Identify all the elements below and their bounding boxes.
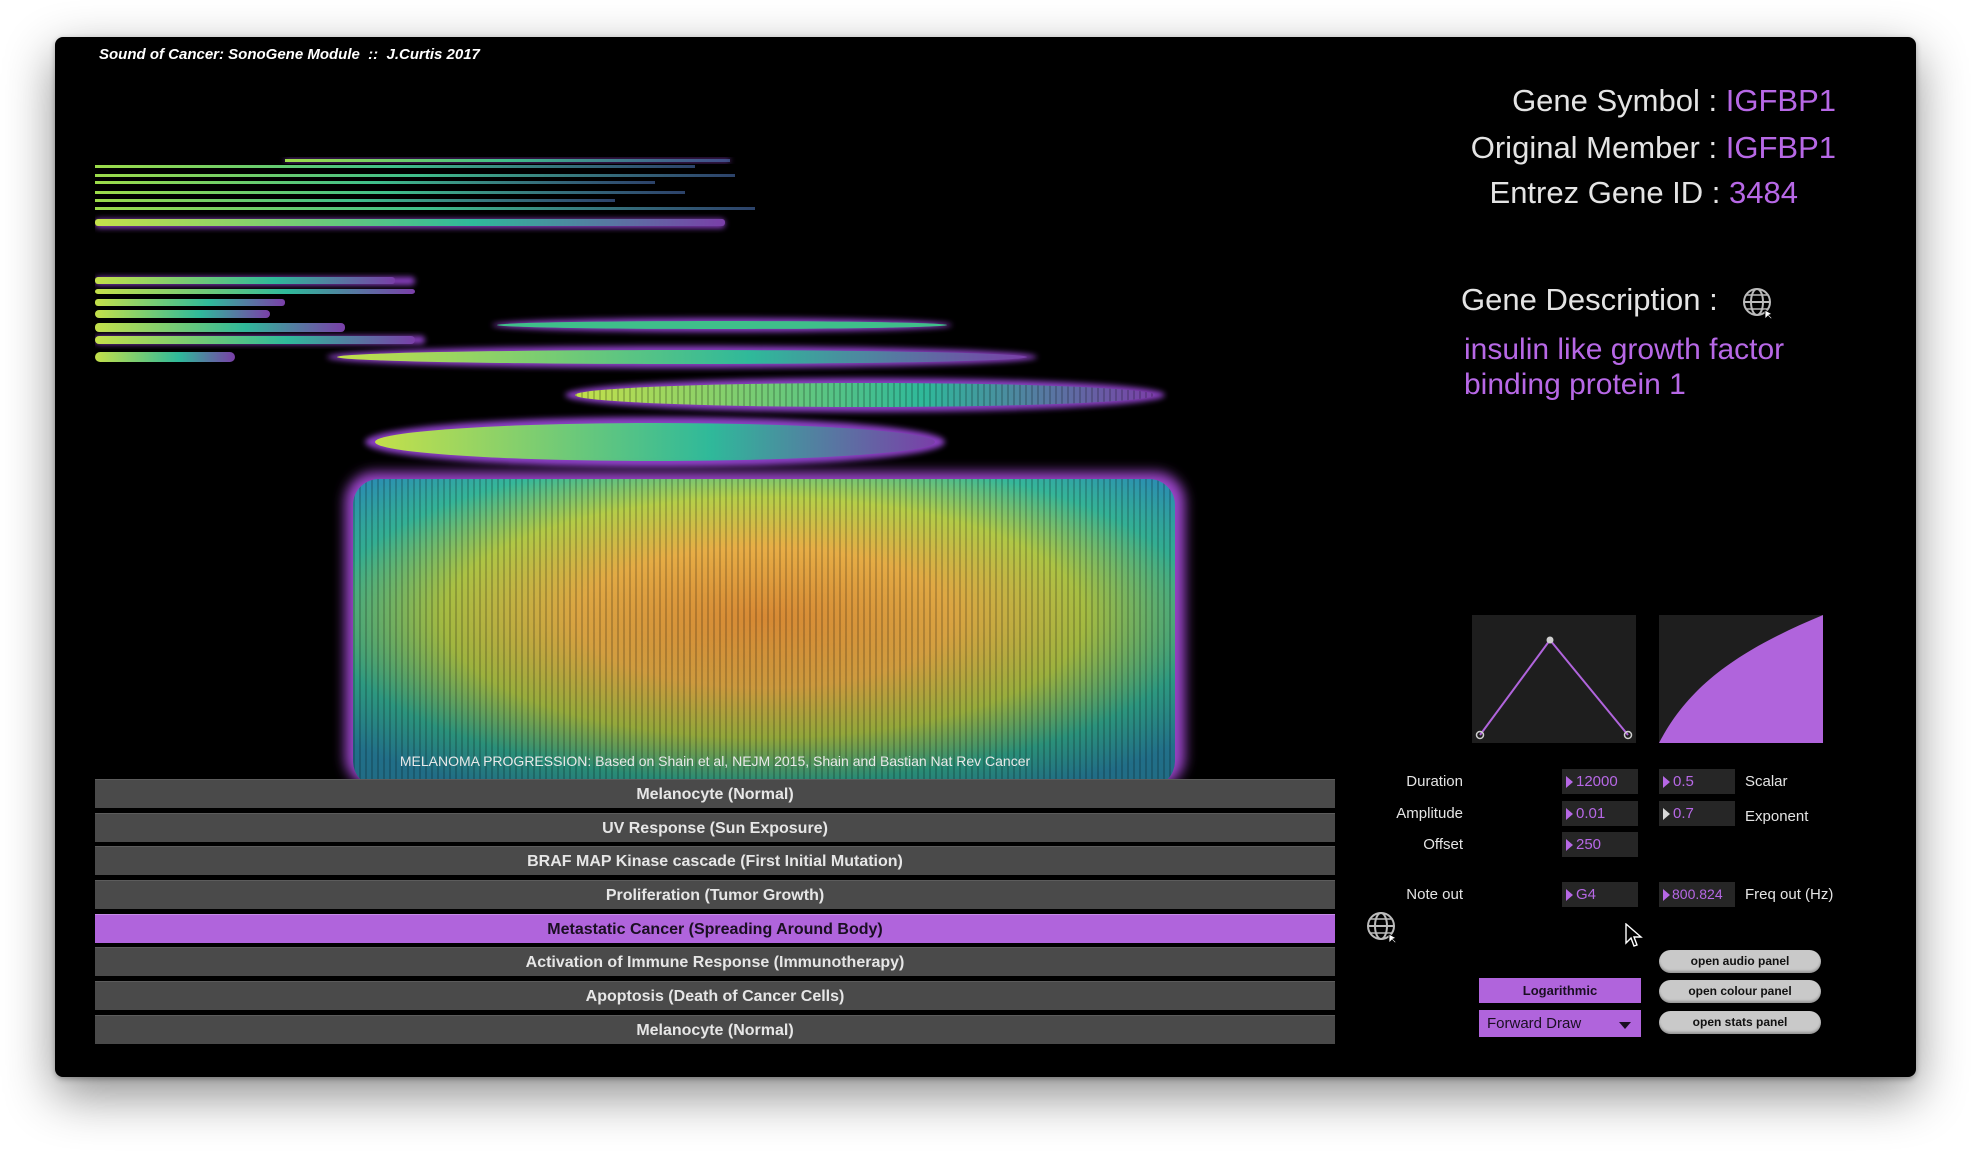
entrez-id-row: Entrez Gene ID : 3484 xyxy=(1490,175,1798,211)
exponent-curve xyxy=(1659,615,1823,743)
exponent-curve-display xyxy=(1659,615,1823,743)
amplitude-value: 0.01 xyxy=(1576,805,1606,822)
numbox-arrow-icon xyxy=(1663,776,1670,788)
app-window: Sound of Cancer: SonoGene Module :: J.Cu… xyxy=(55,37,1916,1077)
stage-item[interactable]: Melanocyte (Normal) xyxy=(95,779,1335,808)
offset-value: 250 xyxy=(1576,836,1602,853)
stage-item[interactable]: UV Response (Sun Exposure) xyxy=(95,812,1335,842)
scalar-value: 0.5 xyxy=(1673,773,1694,790)
mouse-pointer-icon xyxy=(1625,923,1643,947)
app-title: Sound of Cancer: SonoGene Module :: J.Cu… xyxy=(99,46,480,63)
duration-input[interactable]: 12000 xyxy=(1562,769,1638,794)
logarithmic-toggle[interactable]: Logarithmic xyxy=(1479,978,1641,1003)
offset-input[interactable]: 250 xyxy=(1562,832,1638,857)
exponent-label: Exponent xyxy=(1745,808,1809,825)
open-colour-panel-button[interactable]: open colour panel xyxy=(1659,980,1821,1003)
numbox-arrow-icon xyxy=(1566,776,1573,788)
envelope-graph[interactable] xyxy=(1472,615,1636,743)
stage-item[interactable]: Activation of Immune Response (Immunothe… xyxy=(95,947,1335,977)
numbox-arrow-icon xyxy=(1566,839,1573,851)
globe-icon[interactable] xyxy=(1741,286,1775,320)
freq-out-value: 800.824 xyxy=(1672,886,1723,902)
gene-symbol-row: Gene Symbol : IGFBP1 xyxy=(1512,83,1836,119)
scalar-input[interactable]: 0.5 xyxy=(1659,769,1735,794)
exponent-value: 0.7 xyxy=(1673,805,1694,822)
gene-description-text: insulin like growth factor binding prote… xyxy=(1464,333,1785,401)
duration-label: Duration xyxy=(1406,773,1463,790)
amplitude-input[interactable]: 0.01 xyxy=(1562,801,1638,826)
spectrogram-visualization xyxy=(95,159,1185,787)
freq-out-display: 800.824 xyxy=(1659,882,1735,907)
entrez-id-label: Entrez Gene ID : xyxy=(1489,175,1721,210)
gene-description-label: Gene Description : xyxy=(1461,282,1718,317)
freq-out-label: Freq out (Hz) xyxy=(1745,886,1834,903)
offset-label: Offset xyxy=(1423,836,1463,853)
stage-item[interactable]: Melanocyte (Normal) xyxy=(95,1014,1335,1044)
open-audio-panel-button[interactable]: open audio panel xyxy=(1659,950,1821,973)
open-stats-panel-button[interactable]: open stats panel xyxy=(1659,1011,1821,1034)
scalar-label: Scalar xyxy=(1745,773,1788,790)
numbox-arrow-icon xyxy=(1566,808,1573,820)
gene-symbol-value: IGFBP1 xyxy=(1725,83,1836,118)
chevron-down-icon xyxy=(1619,1022,1631,1029)
note-out-label: Note out xyxy=(1406,886,1463,903)
visualization-caption: MELANOMA PROGRESSION: Based on Shain et … xyxy=(399,753,1031,769)
duration-value: 12000 xyxy=(1576,773,1618,790)
globe-icon[interactable] xyxy=(1365,910,1399,944)
numbox-arrow-icon xyxy=(1663,889,1670,901)
note-out-value: G4 xyxy=(1576,886,1597,903)
gene-symbol-label: Gene Symbol : xyxy=(1512,83,1718,118)
stage-item[interactable]: Proliferation (Tumor Growth) xyxy=(95,880,1335,910)
stage-item-selected[interactable]: Metastatic Cancer (Spreading Around Body… xyxy=(95,913,1335,943)
numbox-arrow-icon xyxy=(1566,889,1573,901)
numbox-arrow-icon xyxy=(1663,808,1670,820)
note-out-display: G4 xyxy=(1562,882,1638,907)
original-member-label: Original Member : xyxy=(1470,130,1718,165)
stage-list: Melanocyte (Normal) UV Response (Sun Exp… xyxy=(95,779,1335,1049)
draw-mode-dropdown[interactable]: Forward Draw xyxy=(1479,1010,1641,1037)
entrez-id-value: 3484 xyxy=(1729,175,1798,210)
stage-item[interactable]: BRAF MAP Kinase cascade (First Initial M… xyxy=(95,846,1335,876)
original-member-value: IGFBP1 xyxy=(1725,130,1836,165)
amplitude-label: Amplitude xyxy=(1396,805,1463,822)
original-member-row: Original Member : IGFBP1 xyxy=(1471,130,1836,166)
draw-mode-value: Forward Draw xyxy=(1487,1015,1582,1032)
exponent-input[interactable]: 0.7 xyxy=(1659,801,1735,826)
envelope-editor[interactable] xyxy=(1472,615,1636,743)
stage-item[interactable]: Apoptosis (Death of Cancer Cells) xyxy=(95,981,1335,1011)
